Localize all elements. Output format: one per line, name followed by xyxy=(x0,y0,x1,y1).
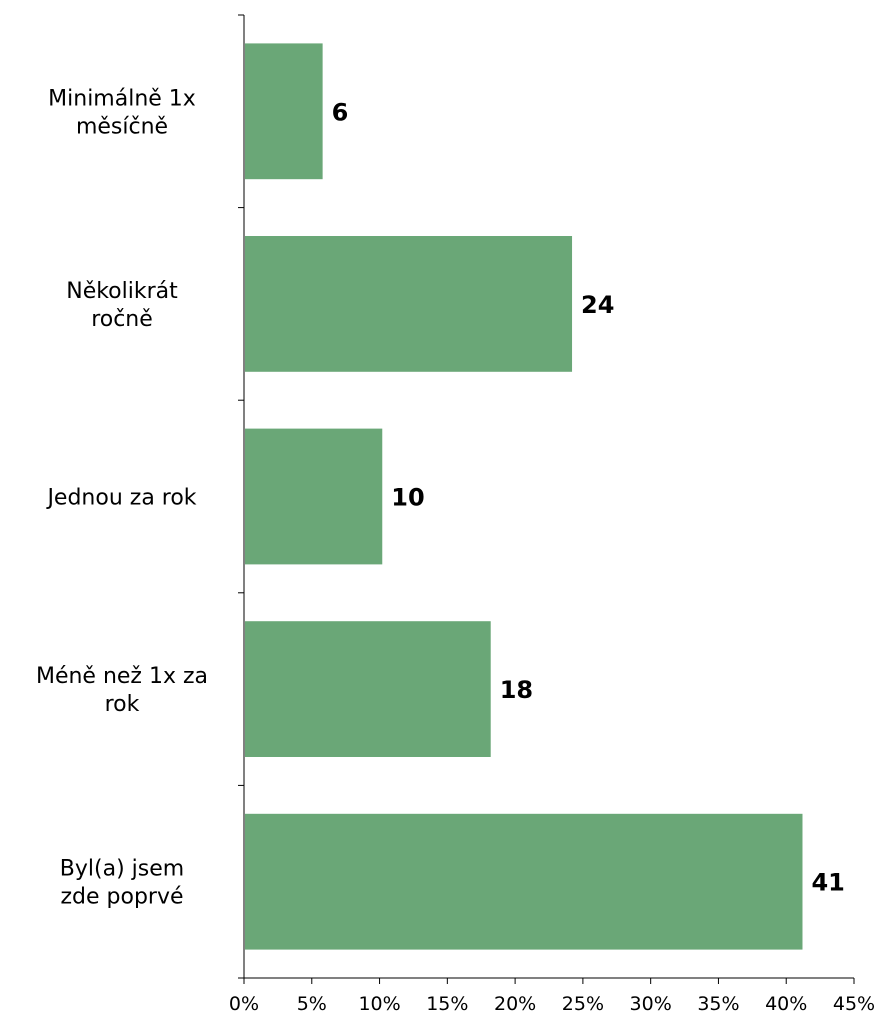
x-tick-label: 10% xyxy=(358,993,400,1015)
bar xyxy=(245,813,803,950)
data-label: 6 xyxy=(332,98,349,126)
category-label: Několikrát ročně xyxy=(66,279,178,332)
x-tick-label: 45% xyxy=(833,993,875,1015)
category-label-line: Byl(a) jsem xyxy=(60,857,184,882)
category-label-line: rok xyxy=(105,692,140,717)
bars-group xyxy=(245,43,803,950)
category-label-line: ročně xyxy=(91,307,153,332)
bar xyxy=(245,621,491,757)
data-label: 24 xyxy=(581,291,614,319)
category-label: Minimálně 1x měsíčně xyxy=(48,86,196,139)
x-tick-label: 15% xyxy=(426,993,468,1015)
x-tick-label: 30% xyxy=(630,993,672,1015)
category-label: Méně než 1x za rok xyxy=(36,664,208,717)
category-label-line: zde poprvé xyxy=(60,885,183,910)
category-label-line: Méně než 1x za xyxy=(36,664,208,689)
category-label-line: Jednou za rok xyxy=(45,486,196,511)
category-label: Jednou za rok xyxy=(45,486,196,511)
category-label: Byl(a) jsem zde poprvé xyxy=(60,857,184,910)
x-tick-label: 5% xyxy=(297,993,327,1015)
axes-group: 0% 5% 10% 15% 20% 25% 30% 35% 40% 45% xyxy=(229,14,875,1015)
bar xyxy=(245,428,383,565)
x-tick-label: 40% xyxy=(765,993,807,1015)
data-label: 41 xyxy=(811,869,844,897)
bar xyxy=(245,236,573,372)
category-label-line: Minimálně 1x xyxy=(48,86,196,111)
x-tick-label: 20% xyxy=(494,993,536,1015)
x-tick-label: 35% xyxy=(697,993,739,1015)
category-label-line: Několikrát xyxy=(66,279,178,304)
bar xyxy=(245,43,323,180)
category-labels-group: Minimálně 1x měsíčně Několikrát ročně Jednou… xyxy=(36,86,208,909)
data-label: 18 xyxy=(500,676,533,704)
x-tick-label: 25% xyxy=(562,993,604,1015)
x-tick-label: 0% xyxy=(229,993,259,1015)
data-labels-group: 6 24 10 18 41 xyxy=(332,98,845,896)
category-label-line: měsíčně xyxy=(76,114,168,139)
data-label: 10 xyxy=(391,484,424,512)
